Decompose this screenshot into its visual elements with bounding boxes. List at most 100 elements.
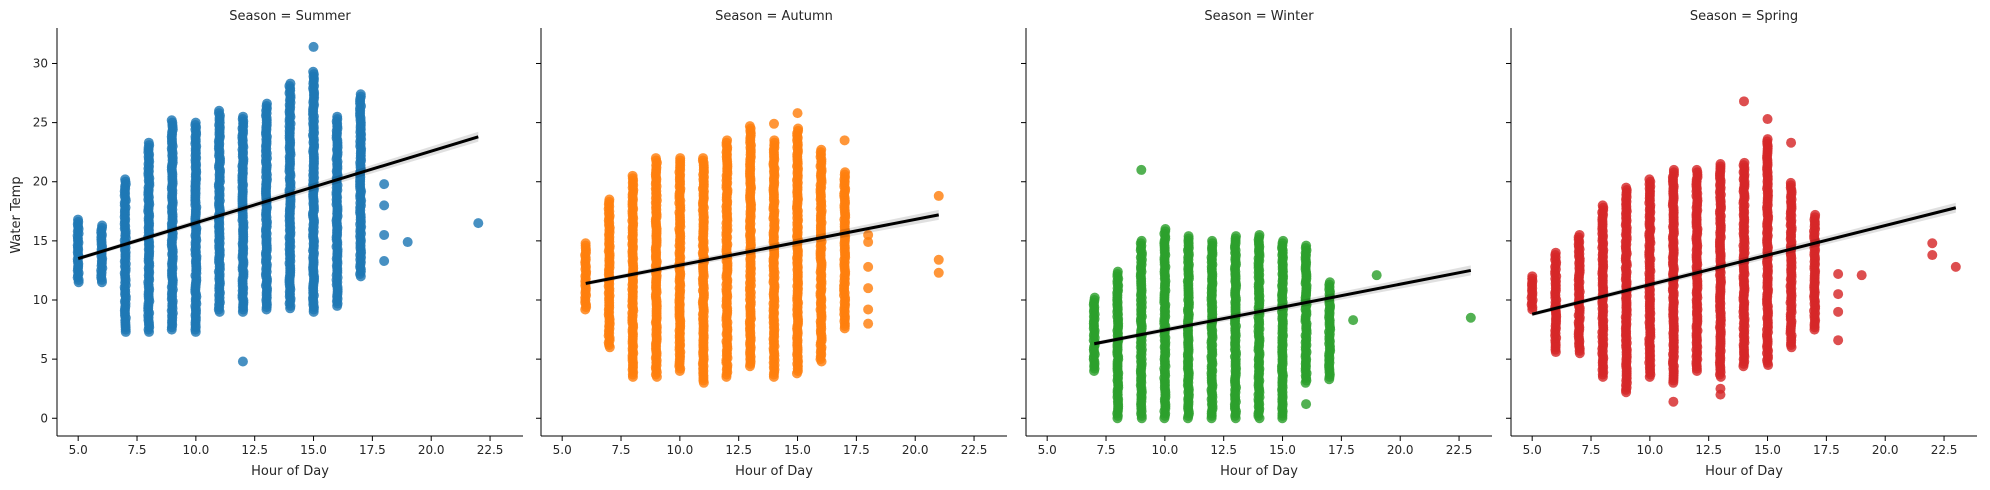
x-tick-label: 20.0	[418, 443, 445, 457]
scatter-points	[580, 108, 944, 388]
scatter-points	[72, 41, 484, 367]
hour-column	[1809, 209, 1821, 335]
hour-column	[1738, 157, 1750, 372]
facet-title: Season = Autumn	[715, 9, 833, 24]
hour-column	[1276, 235, 1289, 424]
scatter-points	[1526, 96, 1961, 407]
data-point	[863, 237, 874, 248]
data-point	[627, 170, 638, 181]
data-point	[238, 111, 249, 122]
data-point	[97, 220, 108, 231]
hour-column	[331, 111, 343, 311]
data-point	[166, 115, 177, 126]
data-point	[769, 118, 779, 129]
x-tick-label: 15.0	[300, 443, 327, 457]
x-tick-label: 22.5	[961, 443, 988, 457]
hour-column	[143, 137, 155, 337]
data-point	[840, 167, 851, 178]
data-point	[1833, 306, 1844, 317]
data-point	[214, 105, 225, 116]
data-point	[1550, 247, 1561, 258]
x-tick-label: 7.5	[611, 443, 630, 457]
data-point	[73, 214, 84, 225]
hour-column	[1714, 159, 1727, 382]
data-point	[769, 135, 780, 146]
data-point	[1597, 200, 1608, 211]
hour-column	[1597, 200, 1609, 382]
x-tick-label: 22.5	[1931, 443, 1958, 457]
data-point	[1762, 134, 1773, 145]
facet-panel: Season = Winter 5.0 7.5 10.0 12.5 15.0 17.5 20.…	[1021, 9, 1492, 479]
facet-title: Season = Winter	[1204, 9, 1314, 24]
hour-column	[1644, 174, 1656, 382]
data-point	[1644, 174, 1655, 185]
data-point	[332, 111, 343, 122]
x-tick-label: 12.5	[725, 443, 752, 457]
data-point	[792, 108, 803, 119]
hour-column	[1324, 277, 1336, 385]
x-axis-label: Hour of Day	[735, 464, 813, 479]
x-tick-label: 20.0	[1387, 443, 1414, 457]
scatter-points	[1088, 164, 1476, 424]
facet-panel: Season = Summer 0 5 10 15 20 25 30 5.0 7.5 10.0 12.…	[33, 9, 523, 479]
hour-column	[1112, 266, 1124, 424]
hour-column	[307, 66, 320, 317]
x-tick-label: 20.0	[902, 443, 929, 457]
data-point	[1927, 238, 1938, 249]
x-tick-label: 22.5	[1446, 443, 1473, 457]
data-point	[698, 153, 709, 164]
data-point	[308, 66, 319, 77]
data-point	[355, 89, 366, 100]
data-point	[933, 190, 944, 201]
hour-column	[1088, 292, 1100, 376]
x-axis-label: Hour of Day	[251, 464, 329, 479]
hour-column	[72, 214, 84, 288]
y-tick-label: 10	[33, 293, 48, 307]
x-tick-label: 12.5	[241, 443, 268, 457]
facet-panel: Season = Autumn 5.0 7.5 10.0 12.5 15.0 17.5 20.…	[536, 9, 1007, 479]
data-point	[722, 135, 733, 146]
data-point	[473, 218, 484, 229]
x-tick-label: 5.0	[553, 443, 572, 457]
data-point	[237, 356, 248, 367]
data-point	[1856, 270, 1867, 281]
x-tick-label: 17.5	[843, 443, 870, 457]
data-point	[863, 318, 874, 329]
data-point	[1833, 335, 1844, 346]
hour-column	[1182, 231, 1194, 424]
data-point	[1739, 96, 1749, 107]
data-point	[1785, 177, 1796, 188]
y-tick-label: 0	[40, 411, 48, 425]
data-point	[1160, 224, 1171, 235]
hour-column	[1300, 240, 1312, 388]
hour-column	[839, 167, 851, 334]
hour-column	[1691, 164, 1703, 376]
data-point	[839, 135, 850, 146]
x-tick-label: 5.0	[1038, 443, 1057, 457]
data-point	[402, 237, 413, 248]
data-point	[1089, 292, 1100, 303]
data-point	[1136, 164, 1147, 175]
data-point	[190, 117, 201, 128]
data-point	[1207, 235, 1218, 246]
data-point	[1371, 270, 1382, 281]
data-point	[1574, 229, 1585, 240]
hour-column	[1620, 182, 1632, 398]
data-point	[308, 41, 319, 52]
hour-column	[190, 117, 202, 337]
x-tick-label: 10.0	[1151, 443, 1178, 457]
x-tick-label: 5.0	[69, 443, 88, 457]
data-point	[1691, 164, 1702, 175]
data-point	[863, 304, 874, 315]
hour-column	[744, 121, 757, 372]
hour-column	[1206, 235, 1218, 424]
data-point	[143, 137, 154, 148]
x-axis-label: Hour of Day	[1220, 464, 1298, 479]
hour-column	[237, 111, 249, 317]
data-point	[1715, 383, 1726, 394]
data-point	[379, 255, 390, 266]
hour-column	[213, 105, 225, 317]
hour-column	[650, 153, 662, 382]
hour-column	[603, 194, 615, 353]
